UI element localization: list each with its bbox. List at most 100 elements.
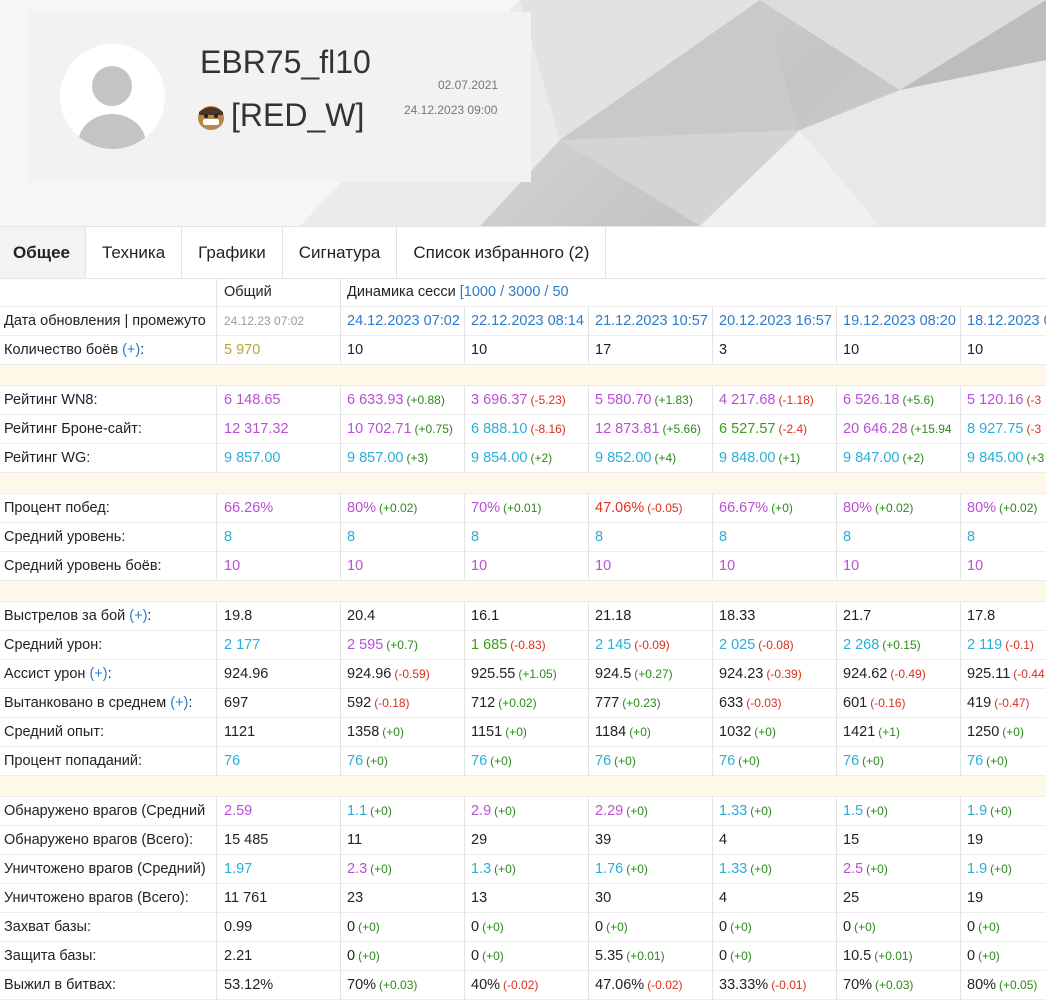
session-value: 8 [471, 529, 480, 545]
session-value: 10 702.71 [347, 421, 412, 437]
session-value: 10.5 [843, 948, 872, 964]
session-cell: 20.4 [340, 602, 464, 630]
session-cell: 76 (+0) [588, 747, 712, 775]
row-label: Дата обновления | промежуто [0, 307, 215, 335]
session-cell: 4 [712, 884, 836, 912]
session-cell: 70% (+0.03) [836, 971, 960, 999]
session-delta: (+4) [654, 451, 677, 465]
session-value: 80% [967, 500, 997, 516]
row-label-text: Выжил в битвах: [4, 977, 117, 993]
session-date-link[interactable]: 20.12.2023 16:57 [719, 313, 832, 329]
session-value: 10 [347, 342, 364, 358]
expand-toggle[interactable]: (+) [129, 608, 148, 624]
session-cell: 0 (+0) [712, 913, 836, 941]
session-cell: 25 [836, 884, 960, 912]
session-cell: 9 852.00 (+4) [588, 444, 712, 472]
session-value: 592 [347, 695, 372, 711]
session-cell: 1184 (+0) [588, 718, 712, 746]
row-label-suffix: : [147, 608, 152, 624]
session-value: 6 633.93 [347, 392, 404, 408]
table-row-assist: Ассист урон (+): 924.96 924.96 (-0.59) 925.5… [0, 660, 1046, 689]
session-value: 8 [347, 529, 356, 545]
row-label-text: Процент попаданий: [4, 753, 143, 769]
row-label-suffix: : [107, 666, 112, 682]
session-cell: 9 847.00 (+2) [836, 444, 960, 472]
session-delta: (+0) [862, 754, 884, 768]
session-delta: (-8.16) [530, 422, 566, 436]
session-delta: (+1.05) [518, 667, 557, 681]
session-cell: 17.8 [960, 602, 1046, 630]
total-value: 8 [216, 523, 339, 551]
session-cell: 8 [588, 523, 712, 551]
session-value: 0 [471, 919, 480, 935]
session-delta: (+0.01) [503, 501, 542, 515]
session-delta: (-0.09) [634, 638, 670, 652]
tab-charts[interactable]: Графики [182, 227, 283, 278]
session-date-link[interactable]: 22.12.2023 08:14 [471, 313, 584, 329]
clan[interactable]: [RED_W] [195, 97, 364, 134]
session-date-link[interactable]: 18.12.2023 07:04 [967, 313, 1046, 329]
row-label-text: Средний опыт: [4, 724, 104, 740]
session-date-link[interactable]: 21.12.2023 10:57 [595, 313, 708, 329]
session-date-link[interactable]: 24.12.2023 07:02 [347, 313, 460, 329]
table-row-frags-total: Уничтожено врагов (Всего): 11 761 23 13 30 4 2… [0, 884, 1046, 913]
dynamics-range-links[interactable]: [1000 / 3000 / 50 [459, 284, 569, 300]
session-delta: (-0.02) [647, 978, 683, 992]
expand-toggle[interactable]: (+) [170, 695, 189, 711]
total-value: 12 317.32 [216, 415, 339, 443]
session-value: 1.76 [595, 861, 624, 877]
session-delta: (-0.39) [766, 667, 802, 681]
section-spacer [0, 581, 1046, 602]
session-cell: 777 (+0.23) [588, 689, 712, 717]
session-cell: 9 854.00 (+2) [464, 444, 588, 472]
row-label: Рейтинг WN8: [0, 386, 215, 414]
session-cell: 39 [588, 826, 712, 854]
session-delta: (-0.49) [890, 667, 926, 681]
session-value: 5 580.70 [595, 392, 652, 408]
session-value: 19 [967, 890, 984, 906]
session-delta: (+5.6) [902, 393, 935, 407]
session-value: 8 [843, 529, 852, 545]
header-empty [0, 278, 215, 306]
session-cell: 10 [960, 552, 1046, 580]
session-date-link[interactable]: 19.12.2023 08:20 [843, 313, 956, 329]
session-cell: 47.06% (-0.02) [588, 971, 712, 999]
session-cell: 10 [836, 336, 960, 364]
section-spacer [0, 365, 1046, 386]
row-label: Захват базы: [0, 913, 215, 941]
session-delta: (+5.66) [662, 422, 701, 436]
expand-toggle[interactable]: (+) [122, 342, 141, 358]
session-delta: (+0) [986, 754, 1008, 768]
session-value: 0 [719, 948, 728, 964]
session-value: 1.5 [843, 803, 864, 819]
tab-general[interactable]: Общее [0, 227, 86, 278]
session-cell: 1421 (+1) [836, 718, 960, 746]
tab-favorites[interactable]: Список избранного (2) [397, 227, 607, 278]
session-delta: (+15.94 [910, 422, 952, 436]
session-value: 8 [719, 529, 728, 545]
expand-toggle[interactable]: (+) [89, 666, 108, 682]
session-delta: (+0.03) [379, 978, 418, 992]
session-cell: 1 685 (-0.83) [464, 631, 588, 659]
session-value: 5 120.16 [967, 392, 1024, 408]
session-value: 1.33 [719, 861, 748, 877]
session-cell: 15 [836, 826, 960, 854]
table-row-spotted-total: Обнаружено врагов (Всего): 15 485 11 29 39 4 1… [0, 826, 1046, 855]
row-label: Рейтинг Броне-сайт: [0, 415, 215, 443]
session-cell: 5.35 (+0.01) [588, 942, 712, 970]
session-delta: (+0) [754, 725, 776, 739]
session-value: 20.4 [347, 608, 376, 624]
session-delta: (-0.47) [994, 696, 1030, 710]
session-delta: (+0) [626, 804, 648, 818]
session-delta: (+0) [978, 949, 1000, 963]
session-cell: 4 [712, 826, 836, 854]
session-value: 8 [967, 529, 976, 545]
avatar[interactable] [60, 44, 165, 149]
session-delta: (+0) [866, 862, 888, 876]
session-delta: (+0.02) [498, 696, 537, 710]
tab-vehicles[interactable]: Техника [86, 227, 183, 278]
tab-signature[interactable]: Сигнатура [283, 227, 398, 278]
table-row-wg: Рейтинг WG: 9 857.00 9 857.00 (+3) 9 854.00(… [0, 444, 1046, 473]
session-delta: (-5.23) [530, 393, 566, 407]
session-value: 419 [967, 695, 992, 711]
